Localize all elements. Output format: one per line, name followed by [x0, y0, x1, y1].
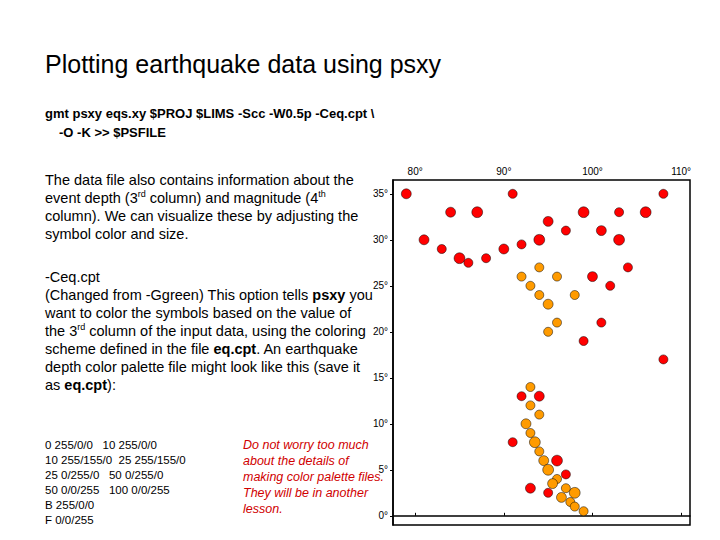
svg-text:25°: 25°: [373, 280, 388, 291]
svg-text:100°: 100°: [582, 166, 603, 177]
svg-text:20°: 20°: [373, 326, 388, 337]
svg-text:110°: 110°: [671, 166, 691, 177]
svg-text:90°: 90°: [496, 166, 511, 177]
svg-text:15°: 15°: [373, 372, 388, 383]
svg-text:0°: 0°: [378, 510, 388, 521]
svg-text:80°: 80°: [408, 166, 423, 177]
svg-text:30°: 30°: [373, 234, 388, 245]
svg-text:35°: 35°: [373, 188, 388, 199]
svg-text:10°: 10°: [373, 418, 388, 429]
svg-text:5°: 5°: [378, 464, 388, 475]
